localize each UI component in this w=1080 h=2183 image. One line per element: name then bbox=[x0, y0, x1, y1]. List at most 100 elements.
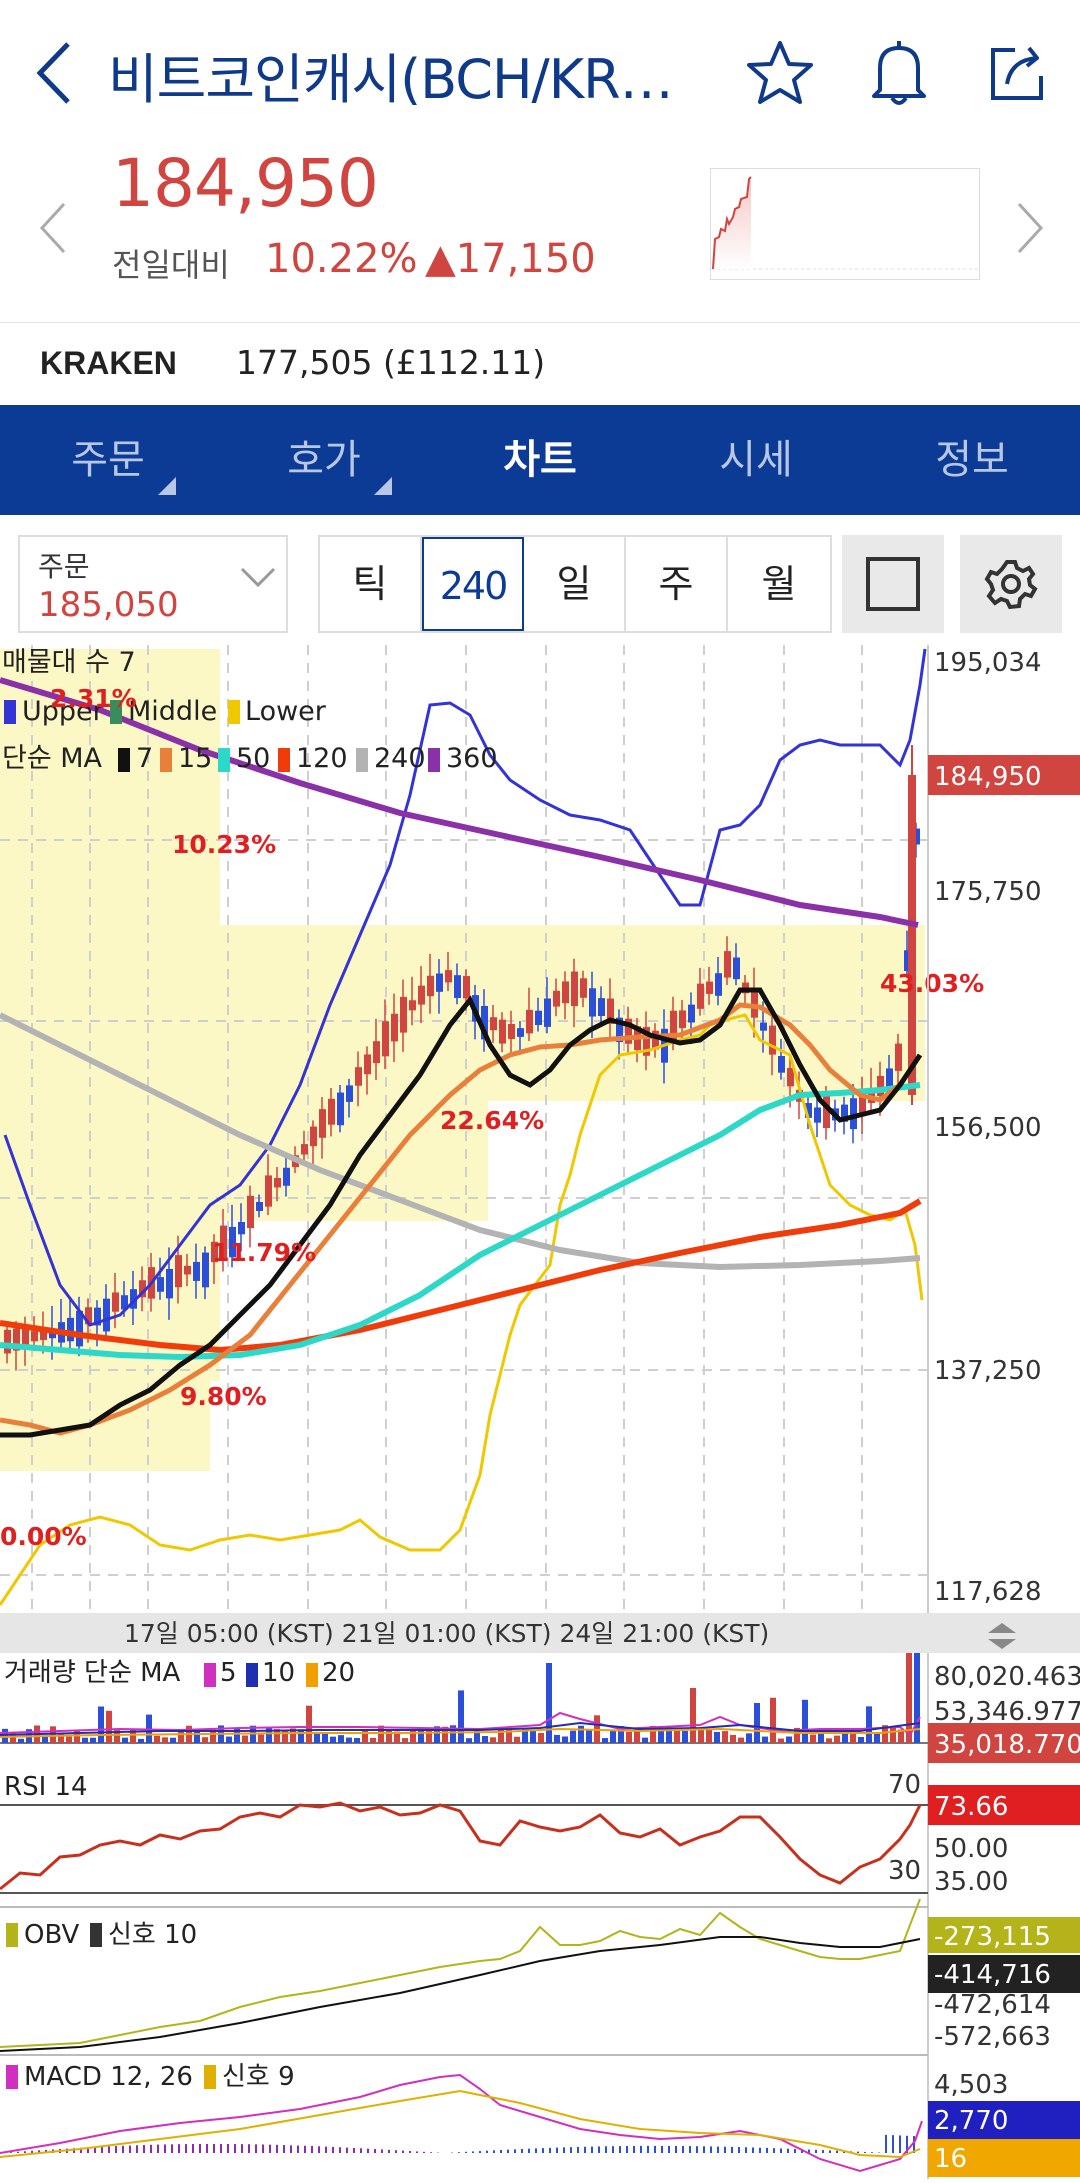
candle-body bbox=[823, 1093, 830, 1129]
tab-order[interactable]: 주문 bbox=[0, 405, 216, 515]
gear-icon[interactable] bbox=[960, 535, 1062, 633]
candle-body bbox=[40, 1327, 47, 1340]
volume-bar bbox=[258, 1734, 264, 1743]
period-tick-button[interactable]: 틱 bbox=[320, 537, 422, 631]
bollinger-upper-line bbox=[3, 648, 927, 1327]
tab-market[interactable]: 시세 bbox=[719, 437, 793, 483]
candle-body bbox=[490, 1017, 497, 1031]
candle-body bbox=[301, 1144, 308, 1155]
volume-bar bbox=[546, 1663, 552, 1743]
order-dropdown[interactable]: 주문 185,050 bbox=[18, 535, 288, 633]
tab-orderbook[interactable]: 호가 bbox=[216, 405, 432, 515]
volume-bar bbox=[266, 1728, 272, 1743]
candle-body bbox=[616, 1017, 623, 1043]
volume-ma5-legend: 5 bbox=[220, 1658, 237, 1688]
candle-body bbox=[445, 970, 452, 983]
candle-body bbox=[112, 1292, 119, 1312]
volume-bar bbox=[578, 1725, 584, 1743]
price-chart[interactable]: 매물대 수 7 Upper Middle Lower 단순 MA 7 15 50… bbox=[0, 645, 1080, 2179]
diff-amount: ▲17,150 bbox=[425, 236, 596, 282]
prev-coin-icon[interactable] bbox=[38, 200, 68, 260]
volume-bar bbox=[770, 1697, 776, 1743]
volume-bar bbox=[314, 1732, 320, 1743]
macd-tag-label: 2,770 bbox=[934, 2106, 1008, 2136]
volume-bar bbox=[330, 1736, 336, 1743]
obv-tag-label: -414,716 bbox=[934, 1960, 1051, 1990]
candle-body bbox=[373, 1041, 380, 1064]
candle-body bbox=[706, 981, 713, 994]
volume-bar bbox=[522, 1729, 528, 1743]
back-arrow-icon[interactable] bbox=[30, 38, 90, 108]
price-axis-label: 137,250 bbox=[934, 1356, 1042, 1386]
volume-bar bbox=[610, 1730, 616, 1743]
candle-body bbox=[913, 828, 920, 845]
candle-body bbox=[184, 1265, 191, 1275]
period-day-button[interactable]: 일 bbox=[524, 537, 626, 631]
candle-body bbox=[346, 1085, 353, 1102]
candle-body bbox=[517, 1028, 524, 1037]
candle-body bbox=[247, 1195, 254, 1229]
rsi-level-30: 30 bbox=[888, 1856, 921, 1886]
volume-bar bbox=[138, 1738, 144, 1743]
candle-body bbox=[652, 1030, 659, 1050]
candle-body bbox=[670, 1010, 677, 1043]
volume-axis-label: 53,346.977 bbox=[934, 1697, 1080, 1727]
candle-body bbox=[841, 1104, 848, 1122]
star-icon[interactable] bbox=[745, 38, 815, 112]
page-title: 비트코인캐시(BCH/KR… bbox=[108, 48, 674, 111]
volume-bar bbox=[106, 1710, 112, 1743]
candle-body bbox=[337, 1092, 344, 1126]
rsi-label: RSI 14 bbox=[4, 1772, 88, 1802]
next-coin-icon[interactable] bbox=[1015, 200, 1045, 260]
volume-bar bbox=[274, 1729, 280, 1743]
candle-body bbox=[481, 1005, 488, 1040]
candle-body bbox=[409, 1000, 416, 1011]
volume-bar bbox=[602, 1738, 608, 1743]
candle-body bbox=[688, 1004, 695, 1023]
volume-bar bbox=[818, 1731, 824, 1743]
volume-bar bbox=[642, 1737, 648, 1743]
rsi-tag bbox=[928, 1785, 1080, 1825]
volume-bar bbox=[682, 1731, 688, 1743]
current-price-tag bbox=[928, 755, 1080, 795]
volume-bar bbox=[298, 1729, 304, 1743]
tab-info[interactable]: 정보 bbox=[935, 437, 1009, 483]
fullscreen-button[interactable] bbox=[842, 535, 944, 633]
candle-body bbox=[391, 1013, 398, 1042]
candle-body bbox=[724, 951, 731, 978]
candle-body bbox=[895, 1043, 902, 1071]
bell-icon[interactable] bbox=[866, 38, 932, 112]
volume-bar bbox=[898, 1729, 904, 1743]
volume-bar bbox=[282, 1731, 288, 1743]
volume-bar bbox=[762, 1736, 768, 1743]
app-header: 비트코인캐시(BCH/KR… bbox=[0, 0, 1080, 150]
candle-body bbox=[139, 1280, 146, 1298]
period-week-button[interactable]: 주 bbox=[626, 537, 728, 631]
volume-bar bbox=[834, 1735, 840, 1743]
candle-body bbox=[85, 1307, 92, 1325]
ma7-line bbox=[0, 987, 923, 1438]
candle-body bbox=[265, 1175, 272, 1207]
ma360-line bbox=[0, 677, 919, 928]
ma240-line bbox=[0, 1012, 921, 1271]
volume-bar bbox=[98, 1706, 104, 1743]
tab-chart[interactable]: 차트 bbox=[503, 437, 577, 483]
macd-line bbox=[0, 2073, 923, 2173]
period-240min-button[interactable]: 240분 bbox=[422, 537, 524, 702]
candle-body bbox=[769, 1025, 776, 1055]
sparkline-chart[interactable] bbox=[710, 168, 980, 280]
candle-body bbox=[589, 988, 596, 1017]
period-month-button[interactable]: 월 bbox=[728, 537, 830, 631]
ma50-legend: 50 bbox=[236, 743, 270, 774]
share-icon[interactable] bbox=[985, 40, 1051, 110]
volume-bar bbox=[58, 1733, 64, 1743]
volume-bar bbox=[354, 1738, 360, 1743]
volume-bar bbox=[442, 1726, 448, 1743]
resize-handle-icon[interactable] bbox=[988, 1623, 1016, 1649]
volume-bar bbox=[530, 1730, 536, 1743]
obv-tag bbox=[928, 1955, 1080, 1993]
candle-body bbox=[553, 990, 560, 1007]
candle-body bbox=[31, 1331, 38, 1342]
candle-body bbox=[778, 1055, 785, 1073]
chart-toolbar: 주문 185,050 틱 240분 일 주 월 bbox=[0, 515, 1080, 702]
